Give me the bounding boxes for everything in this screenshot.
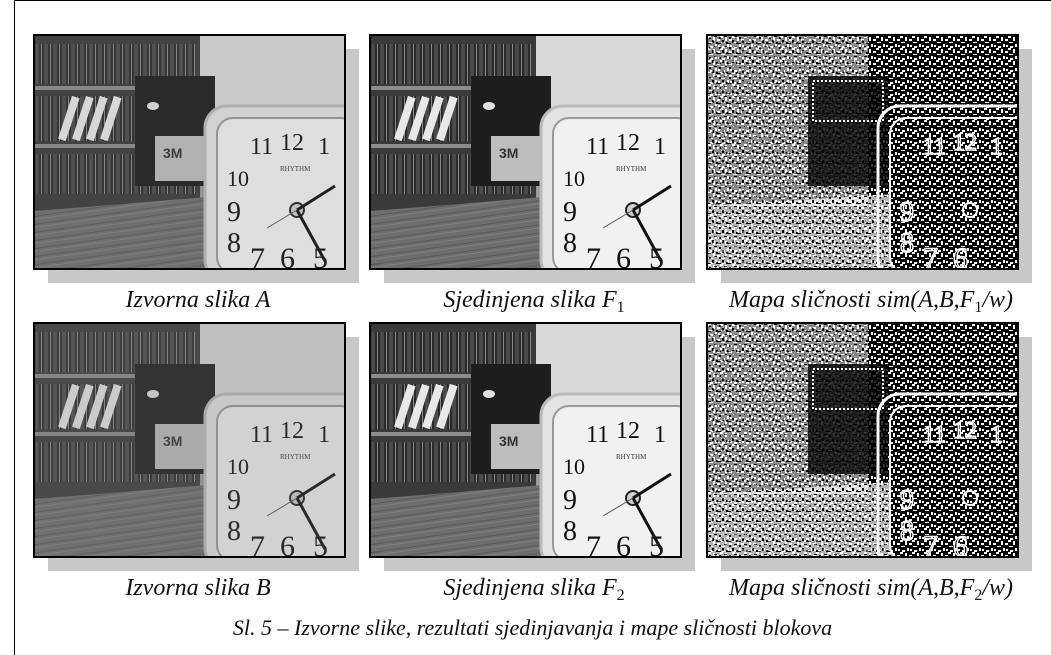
figure-frame-left [14, 0, 15, 655]
panel-fused-f2: Sjedinjena slika F2 [369, 322, 699, 618]
panel-similarity-map-2: Mapa sličnosti sim(A,B,F2/w) [706, 322, 1036, 618]
figure-caption: Sl. 5 – Izvorne slike, rezultati sjedinj… [232, 615, 833, 640]
panel-source-b: Izvorna slika B [33, 322, 363, 618]
panel-fused-f1: Sjedinjena slika F1 [369, 34, 699, 330]
panel-caption: Mapa sličnosti sim(A,B,F2/w) [729, 575, 1013, 604]
panel-similarity-map-1: Mapa sličnosti sim(A,B,F1/w) [706, 34, 1036, 330]
panel-source-a: Izvorna slika A [33, 34, 363, 330]
panel-caption: Sjedinjena slika F2 [443, 575, 625, 604]
fused-image-f2 [369, 322, 682, 558]
similarity-map-2 [706, 322, 1019, 558]
source-image-a [33, 34, 346, 270]
panel-caption: Mapa sličnosti sim(A,B,F1/w) [729, 287, 1013, 316]
panel-caption: Izvorna slika B [125, 575, 271, 601]
panel-caption: Izvorna slika A [125, 287, 271, 313]
fused-image-f1 [369, 34, 682, 270]
source-image-b [33, 322, 346, 558]
panel-caption: Sjedinjena slika F1 [443, 287, 625, 316]
similarity-map-1 [706, 34, 1019, 270]
figure-frame-top [14, 0, 1051, 1]
